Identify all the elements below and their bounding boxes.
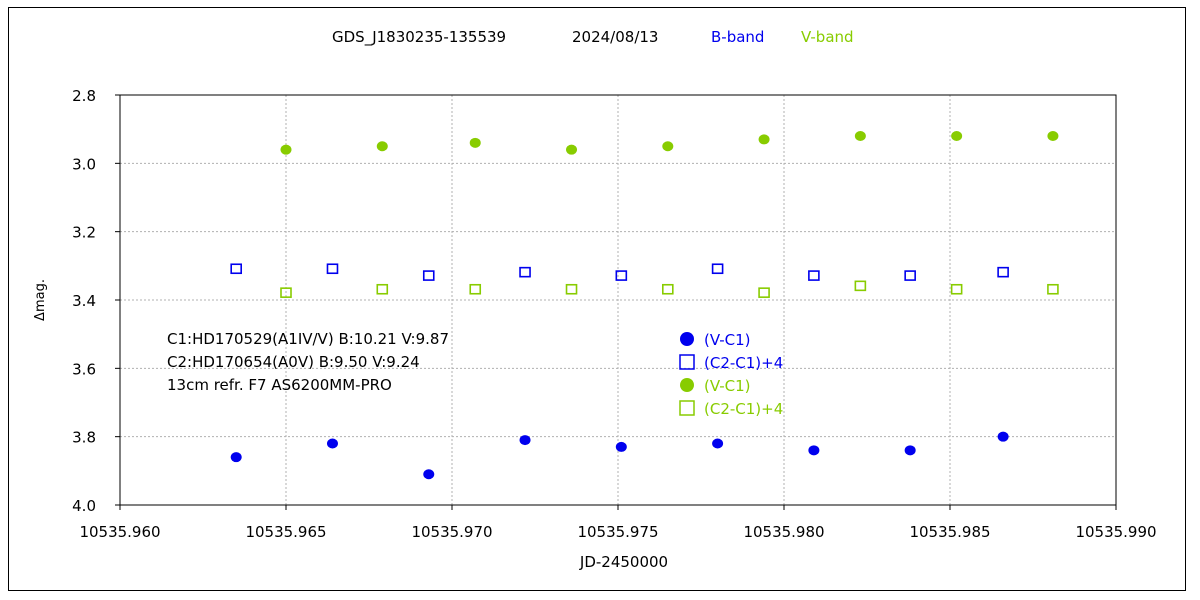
x-tick-label: 10535.965: [245, 523, 326, 541]
point-v-c2-c1: [661, 283, 674, 295]
point-b-c2-c1: [230, 263, 242, 275]
point-b-c2-c1: [808, 270, 820, 281]
annotation-c1: C1:HD170529(A1IV/V) B:10.21 V:9.87: [167, 330, 449, 348]
point-v-v-c1: [854, 131, 866, 141]
legend-label-b-v-c1: (V-C1): [704, 331, 751, 349]
point-v-v-c1: [280, 144, 292, 155]
legend-marker-v-v-c1: [680, 378, 694, 392]
title-band-b: B-band: [711, 28, 764, 46]
point-v-c2-c1: [565, 283, 578, 295]
legend-label-v-c2-c1: (C2-C1)+4: [704, 400, 783, 418]
point-v-v-c1: [662, 141, 674, 152]
title-date: 2024/08/13: [572, 28, 658, 46]
legend: (V-C1) (C2-C1)+4 (V-C1) (C2-C1)+4: [679, 331, 783, 418]
point-b-v-c1: [997, 431, 1009, 442]
axis-ticks: 10535.960 10535.965 10535.970 10535.975 1053…: [72, 87, 1156, 541]
point-v-c2-c1: [469, 283, 482, 295]
point-b-v-c1: [615, 441, 627, 452]
point-b-c2-c1: [997, 266, 1009, 278]
y-tick-label: 2.8: [72, 87, 96, 105]
point-v-v-c1: [376, 141, 388, 152]
point-v-v-c1: [469, 137, 481, 148]
point-b-v-c1: [423, 469, 435, 480]
point-b-v-c1: [519, 435, 531, 446]
title-object: GDS_J1830235-135539: [332, 28, 506, 47]
annotations: C1:HD170529(A1IV/V) B:10.21 V:9.87 C2:HD…: [167, 330, 449, 394]
x-tick-label: 10535.980: [743, 523, 824, 541]
point-v-c2-c1: [950, 283, 963, 295]
point-b-c2-c1: [615, 270, 628, 281]
point-b-v-c1: [230, 452, 242, 463]
legend-label-v-v-c1: (V-C1): [704, 377, 751, 395]
x-tick-label: 10535.990: [1075, 523, 1156, 541]
x-tick-label: 10535.975: [577, 523, 658, 541]
y-tick-label: 4.0: [72, 497, 96, 515]
legend-marker-b-c2-c1: [679, 354, 695, 370]
legend-marker-b-v-c1: [680, 332, 694, 346]
point-b-c2-c1: [422, 270, 435, 281]
grid: [120, 95, 1116, 505]
point-v-v-c1: [758, 134, 770, 145]
point-v-c2-c1: [854, 280, 867, 292]
title-band-v: V-band: [801, 28, 854, 46]
y-tick-label: 3.6: [72, 360, 96, 378]
chart-frame: [8, 7, 1186, 591]
point-b-v-c1: [904, 445, 916, 456]
point-v-c2-c1: [1047, 283, 1059, 295]
point-v-v-c1: [566, 144, 578, 155]
point-b-v-c1: [712, 438, 724, 449]
point-v-c2-c1: [280, 287, 292, 298]
point-b-c2-c1: [904, 270, 916, 281]
point-v-c2-c1: [376, 283, 389, 295]
annotation-instrument: 13cm refr. F7 AS6200MM-PRO: [167, 376, 392, 394]
point-b-c2-c1: [711, 263, 724, 275]
point-b-c2-c1: [519, 266, 531, 278]
chart-title: GDS_J1830235-135539 2024/08/13 B-band V-…: [332, 28, 854, 47]
point-b-c2-c1: [326, 263, 339, 275]
x-tick-label: 10535.970: [411, 523, 492, 541]
y-axis-label: Δmag.: [33, 279, 48, 321]
point-b-v-c1: [808, 445, 820, 456]
y-tick-label: 3.0: [72, 155, 96, 173]
x-axis-label: JD-2450000: [579, 553, 668, 571]
y-tick-label: 3.2: [72, 224, 96, 242]
data-points: [230, 131, 1059, 480]
legend-marker-v-c2-c1: [679, 400, 695, 416]
point-b-v-c1: [326, 438, 338, 449]
y-tick-label: 3.4: [72, 292, 96, 310]
point-v-v-c1: [1047, 131, 1059, 141]
annotation-c2: C2:HD170654(A0V) B:9.50 V:9.24: [167, 353, 420, 371]
point-v-v-c1: [951, 131, 963, 141]
legend-label-b-c2-c1: (C2-C1)+4: [704, 354, 783, 372]
x-tick-label: 10535.985: [909, 523, 990, 541]
x-tick-label: 10535.960: [79, 523, 160, 541]
y-tick-label: 3.8: [72, 429, 96, 447]
point-v-c2-c1: [758, 287, 770, 298]
